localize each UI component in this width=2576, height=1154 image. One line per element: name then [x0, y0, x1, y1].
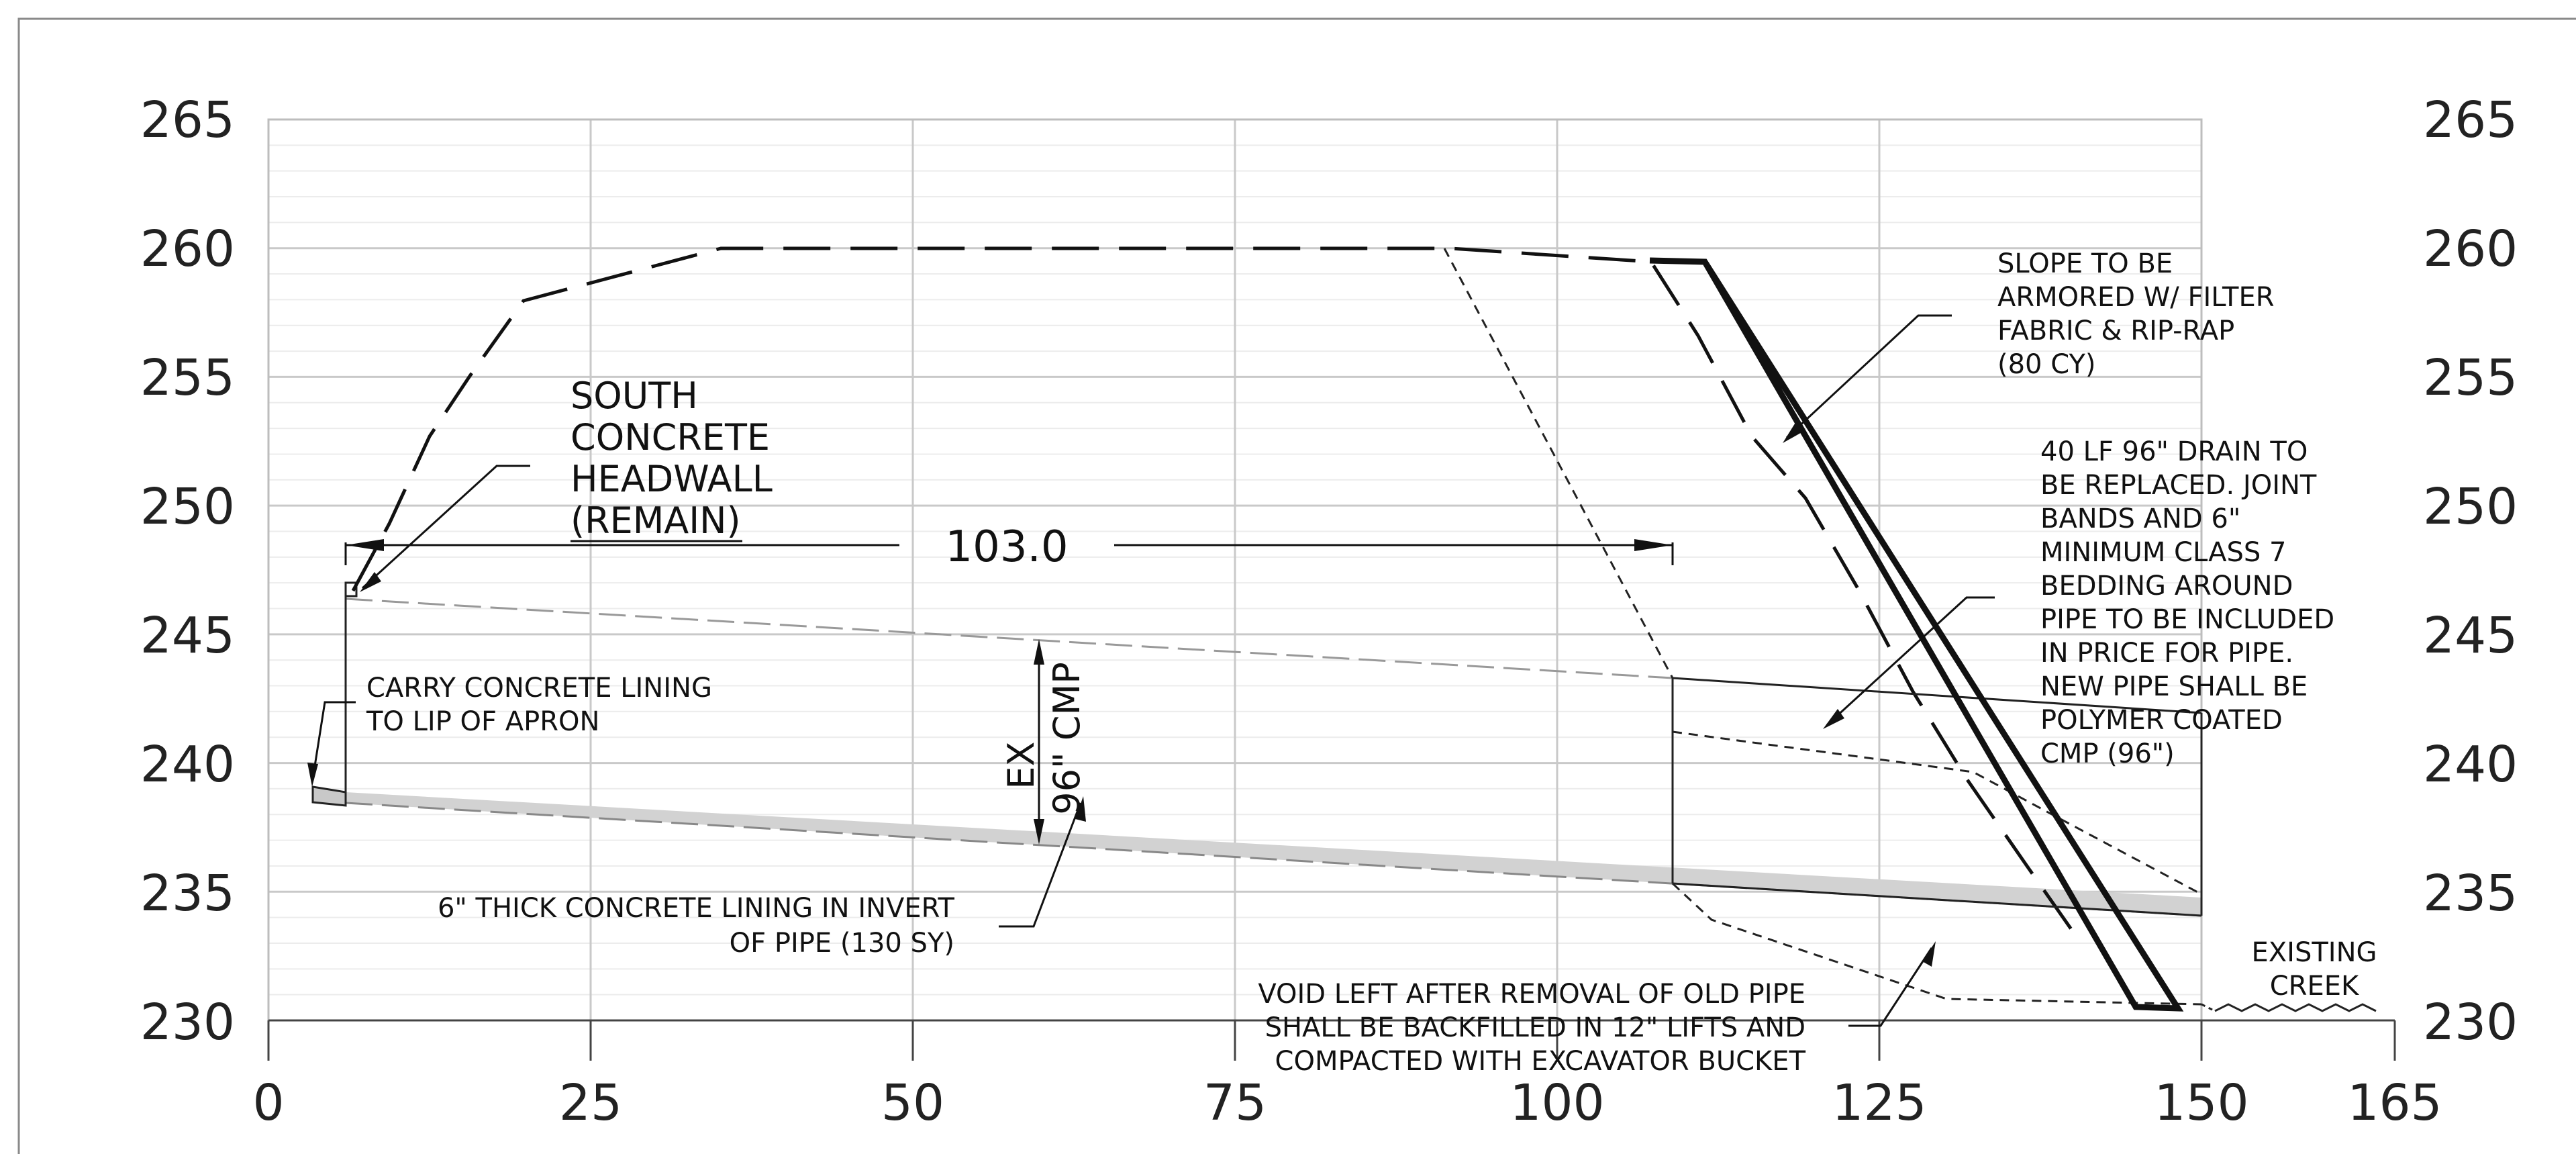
y-tick-label: 230 — [140, 994, 235, 1051]
excavation-lines — [1443, 248, 2202, 1006]
note-line: 40 LF 96" DRAIN TO — [2040, 436, 2308, 467]
note-line: SLOPE TO BE — [1997, 248, 2173, 279]
x-tick-label: 150 — [2154, 1074, 2248, 1132]
note-line: MINIMUM CLASS 7 — [2040, 537, 2286, 568]
note-line: VOID LEFT AFTER REMOVAL OF OLD PIPE — [1258, 979, 1805, 1010]
note-line: EXISTING — [2251, 937, 2377, 968]
note-line: FABRIC & RIP-RAP — [1997, 316, 2234, 346]
x-tick-label: 165 — [2347, 1074, 2442, 1132]
note-line: BE REPLACED. JOINT — [2040, 470, 2317, 501]
y-tick-label: 255 — [2423, 349, 2518, 407]
slope-note: SLOPE TO BE ARMORED W/ FILTER FABRIC & R… — [1997, 248, 2275, 380]
y-tick-label: 250 — [140, 478, 235, 536]
y-tick-label: 265 — [2423, 91, 2518, 149]
note-line: NEW PIPE SHALL BE — [2040, 671, 2308, 702]
x-tick-label: 0 — [252, 1074, 284, 1132]
y-tick-label: 260 — [140, 220, 235, 278]
apron-lining — [311, 785, 347, 807]
dimension-103 — [344, 539, 1674, 565]
y-tick-label: 245 — [2423, 607, 2518, 665]
note-line: CONCRETE — [571, 416, 770, 459]
headwall-note: SOUTH CONCRETE HEADWALL (REMAIN) — [571, 375, 773, 542]
note-line: TO LIP OF APRON — [366, 706, 599, 737]
note-line: 6" THICK CONCRETE LINING IN INVERT — [438, 893, 955, 924]
note-line: (80 CY) — [1997, 349, 2095, 380]
note-line: PIPE TO BE INCLUDED — [2040, 604, 2334, 635]
note-line: BEDDING AROUND — [2040, 571, 2293, 602]
y-tick-label: 240 — [2423, 736, 2518, 794]
note-line: IN PRICE FOR PIPE. — [2040, 638, 2293, 669]
note-line: BANDS AND 6" — [2040, 503, 2240, 534]
y-tick-label: 245 — [140, 607, 235, 665]
drain-note: 40 LF 96" DRAIN TO BE REPLACED. JOINT BA… — [2040, 436, 2334, 769]
new-slope-line — [1649, 257, 2184, 1012]
existing-pipe-crown — [345, 597, 1673, 679]
sheet-border — [17, 17, 2576, 1154]
leader-lines — [307, 314, 1995, 1027]
ex-pipe-label-ex: EX — [1000, 741, 1042, 789]
pipe-invert-line — [345, 802, 2202, 917]
concrete-lining-band — [346, 792, 2201, 916]
x-axis — [267, 1019, 2396, 1061]
headwall-cap — [344, 581, 358, 597]
note-line: CREEK — [2270, 971, 2360, 1002]
y-tick-label: 255 — [140, 349, 235, 407]
note-line: CMP (96") — [2040, 738, 2175, 769]
x-tick-label: 100 — [1509, 1074, 1604, 1132]
lining-lip-note: CARRY CONCRETE LINING TO LIP OF APRON — [366, 673, 712, 737]
y-tick-labels-left: 265 260 255 250 245 240 235 230 — [140, 91, 235, 1051]
note-line: SHALL BE BACKFILLED IN 12" LIFTS AND — [1265, 1012, 1805, 1043]
existing-ground-line — [351, 246, 2076, 934]
note-line: ARMORED W/ FILTER — [1997, 282, 2275, 313]
creek-note: EXISTING CREEK — [2251, 937, 2377, 1002]
note-line: HEADWALL — [571, 458, 773, 500]
note-line: CARRY CONCRETE LINING — [366, 673, 712, 704]
y-tick-label: 240 — [140, 736, 235, 794]
note-line: (REMAIN) — [571, 499, 741, 542]
y-tick-label: 265 — [140, 91, 235, 149]
y-tick-labels-right: 265 260 255 250 245 240 235 230 — [2423, 91, 2518, 1051]
x-tick-label: 125 — [1832, 1074, 1926, 1132]
note-line: COMPACTED WITH EXCAVATOR BUCKET — [1275, 1046, 1806, 1077]
ex-pipe-label-size: 96" CMP — [1046, 662, 1088, 815]
y-tick-label: 235 — [2423, 865, 2518, 922]
x-tick-label: 75 — [1203, 1074, 1267, 1132]
note-line: SOUTH — [571, 375, 698, 417]
dimension-label: 103.0 — [945, 522, 1068, 572]
ex-pipe-dimension — [1034, 639, 1044, 845]
creek-line — [2214, 1003, 2377, 1012]
note-line: POLYMER COATED — [2040, 705, 2283, 736]
x-tick-label: 25 — [559, 1074, 622, 1132]
y-tick-label: 230 — [2423, 994, 2518, 1051]
x-tick-labels: 0 25 50 75 100 125 150 165 — [252, 1074, 2442, 1132]
void-note: VOID LEFT AFTER REMOVAL OF OLD PIPE SHAL… — [1258, 979, 1805, 1077]
y-tick-label: 260 — [2423, 220, 2518, 278]
y-tick-label: 250 — [2423, 478, 2518, 536]
y-tick-label: 235 — [140, 865, 235, 922]
lining-invert-note: 6" THICK CONCRETE LINING IN INVERT OF PI… — [438, 893, 955, 959]
note-line: OF PIPE (130 SY) — [730, 928, 954, 959]
x-tick-label: 50 — [881, 1074, 944, 1132]
